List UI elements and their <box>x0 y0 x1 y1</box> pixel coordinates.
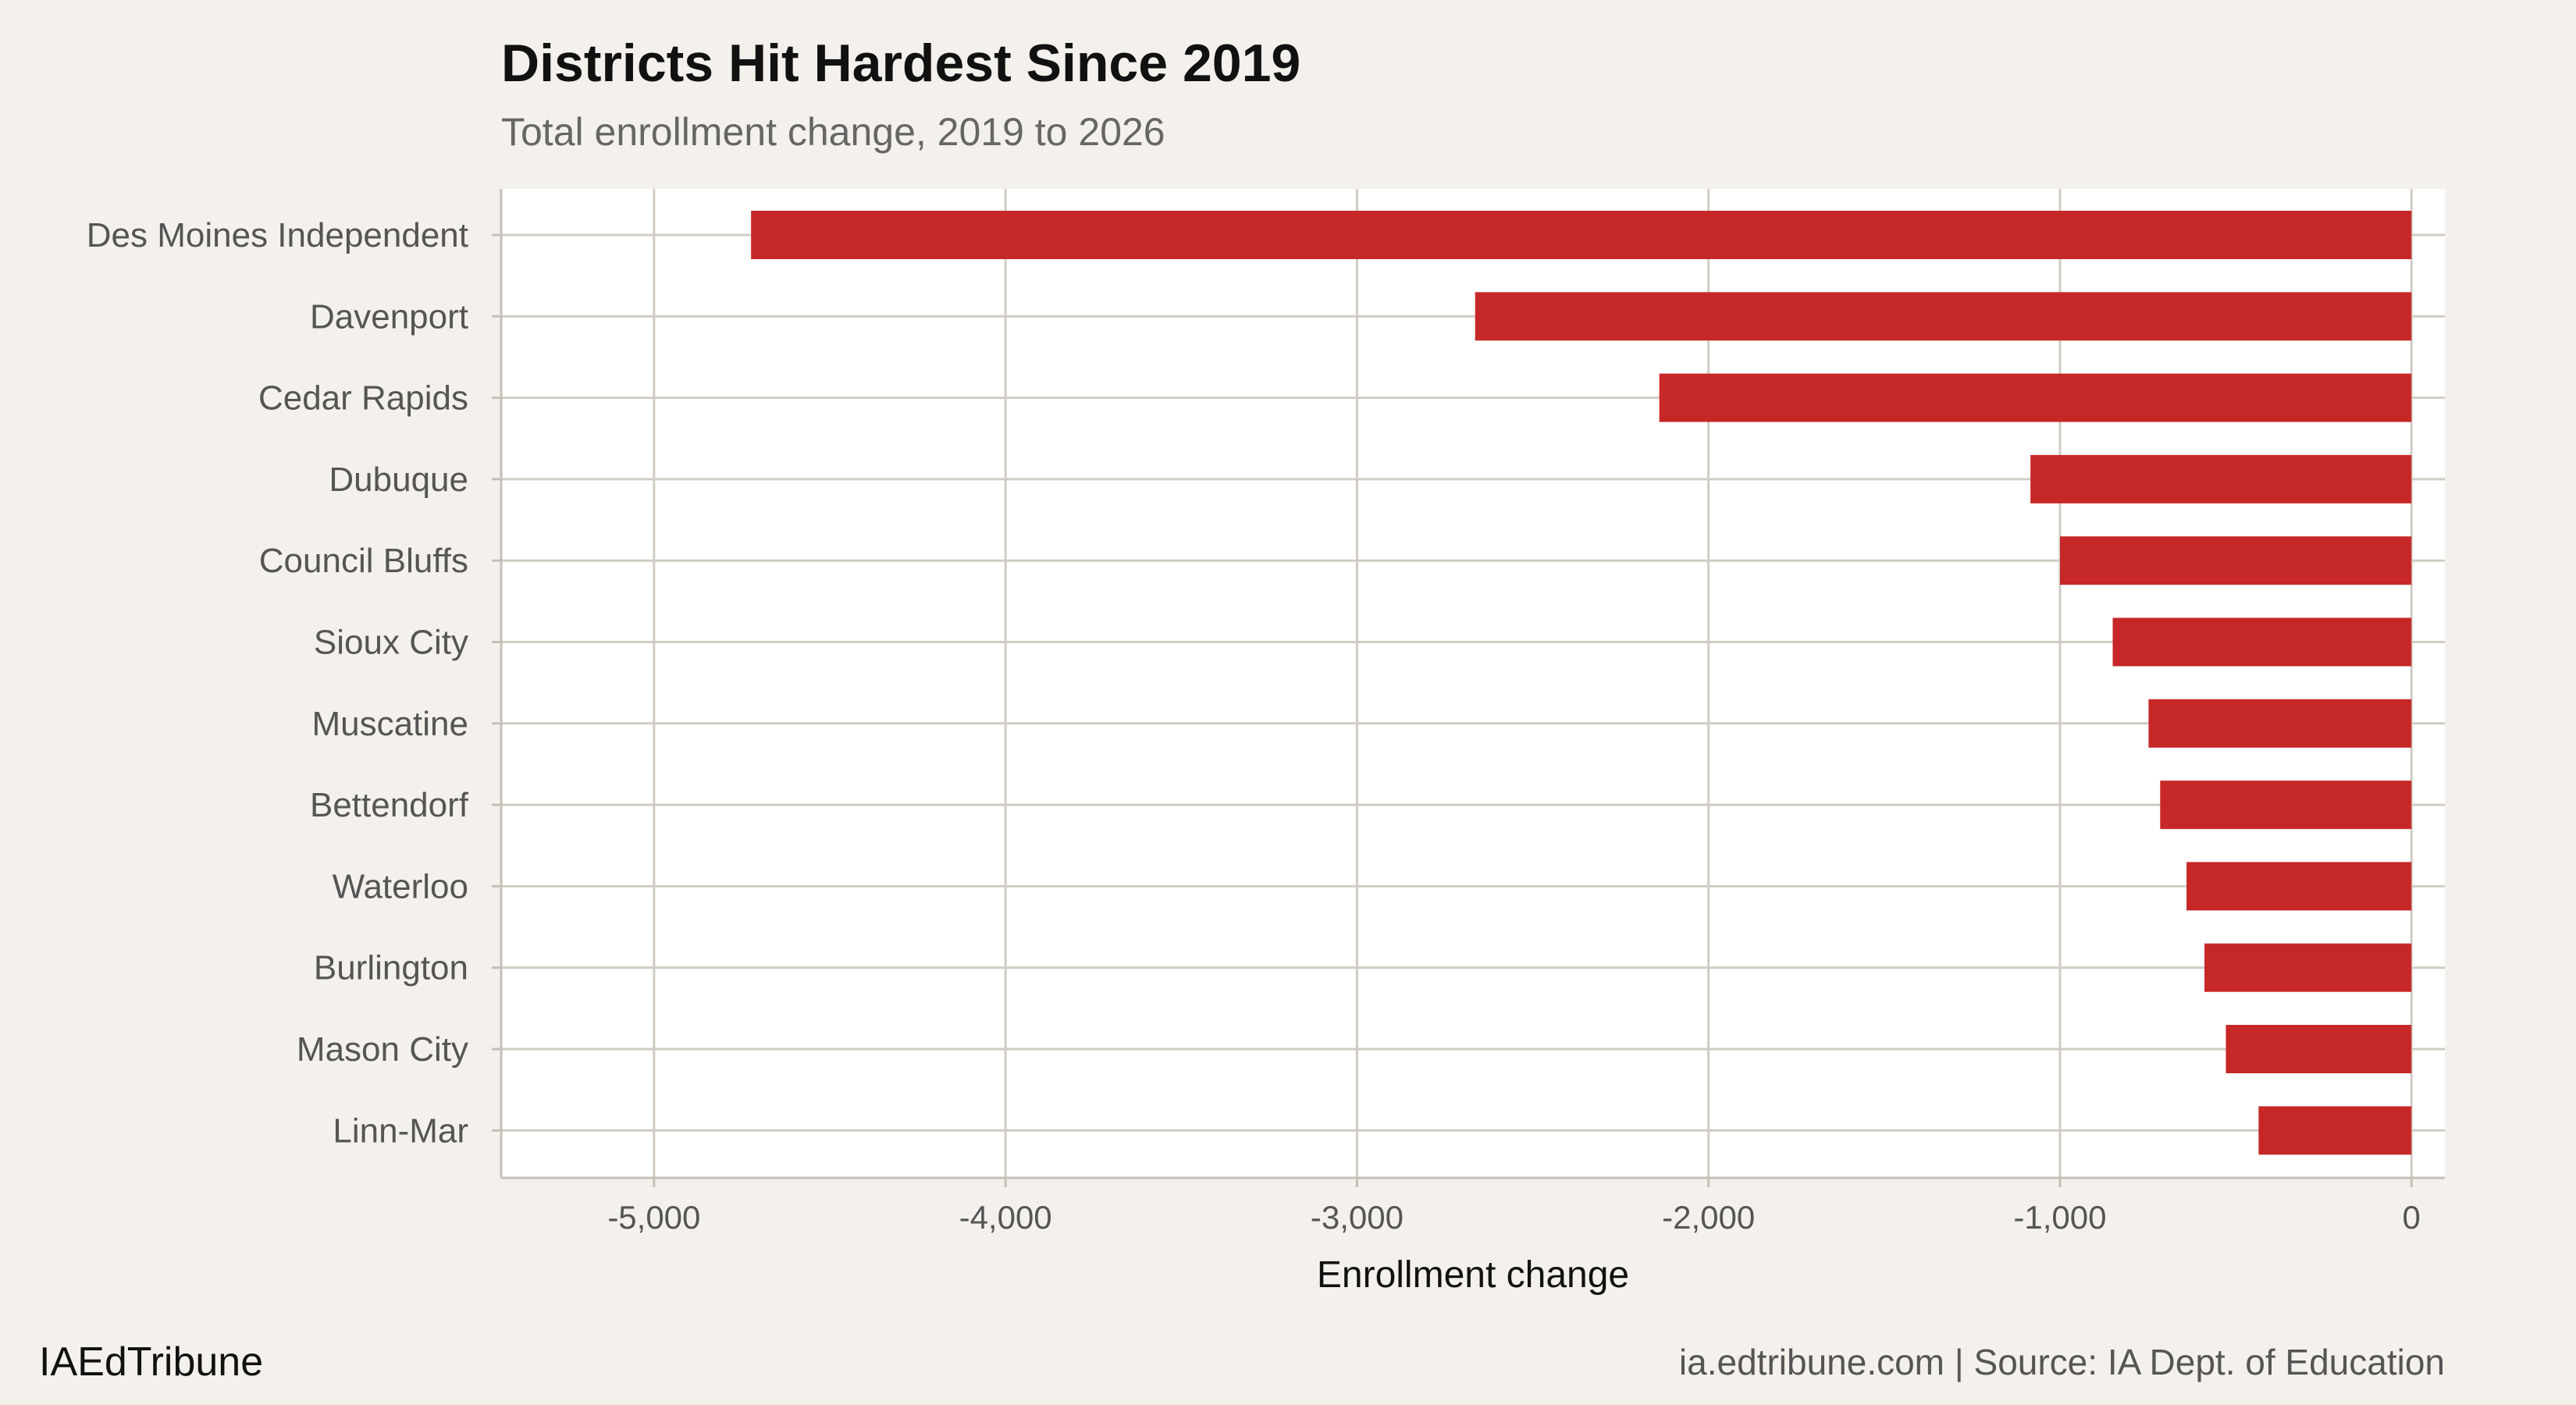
bar <box>1659 373 2412 422</box>
y-tick-label: Linn-Mar <box>333 1112 468 1150</box>
chart-subtitle: Total enrollment change, 2019 to 2026 <box>501 110 1165 154</box>
x-tick-label: -2,000 <box>1662 1199 1755 1236</box>
y-tick-label: Dubuque <box>329 461 468 499</box>
bar <box>2226 1025 2412 1073</box>
y-tick-label: Burlington <box>314 949 468 987</box>
x-tick-label: -4,000 <box>959 1199 1052 1236</box>
x-tick-label: -3,000 <box>1311 1199 1404 1236</box>
source-note: ia.edtribune.com | Source: IA Dept. of E… <box>1678 1342 2445 1382</box>
chart-title: Districts Hit Hardest Since 2019 <box>501 34 1301 93</box>
x-tick-label: 0 <box>2403 1199 2421 1236</box>
x-tick-label: -1,000 <box>2013 1199 2106 1236</box>
y-tick-label: Davenport <box>310 297 468 336</box>
y-tick-label: Council Bluffs <box>259 542 468 580</box>
x-tick-label: -5,000 <box>607 1199 700 1236</box>
bar <box>2059 536 2412 585</box>
y-tick-label: Des Moines Independent <box>87 216 468 254</box>
x-axis-title: Enrollment change <box>1317 1254 1629 1296</box>
bar <box>2030 454 2412 503</box>
y-tick-label: Muscatine <box>311 705 468 743</box>
bar <box>2112 617 2412 667</box>
bar <box>2258 1106 2412 1155</box>
bar <box>2160 781 2412 830</box>
y-tick-label: Bettendorf <box>310 786 469 824</box>
bar <box>1475 292 2412 341</box>
y-tick-label: Waterloo <box>333 867 468 905</box>
y-tick-label: Mason City <box>297 1030 468 1069</box>
y-tick-label: Sioux City <box>314 624 468 662</box>
bar <box>2186 862 2412 911</box>
brand-label: IAEdTribune <box>39 1339 264 1385</box>
bar <box>2148 699 2412 748</box>
y-tick-label: Cedar Rapids <box>258 379 468 418</box>
plot-panel <box>501 189 2445 1178</box>
bar <box>2204 943 2412 992</box>
bar <box>751 211 2412 259</box>
